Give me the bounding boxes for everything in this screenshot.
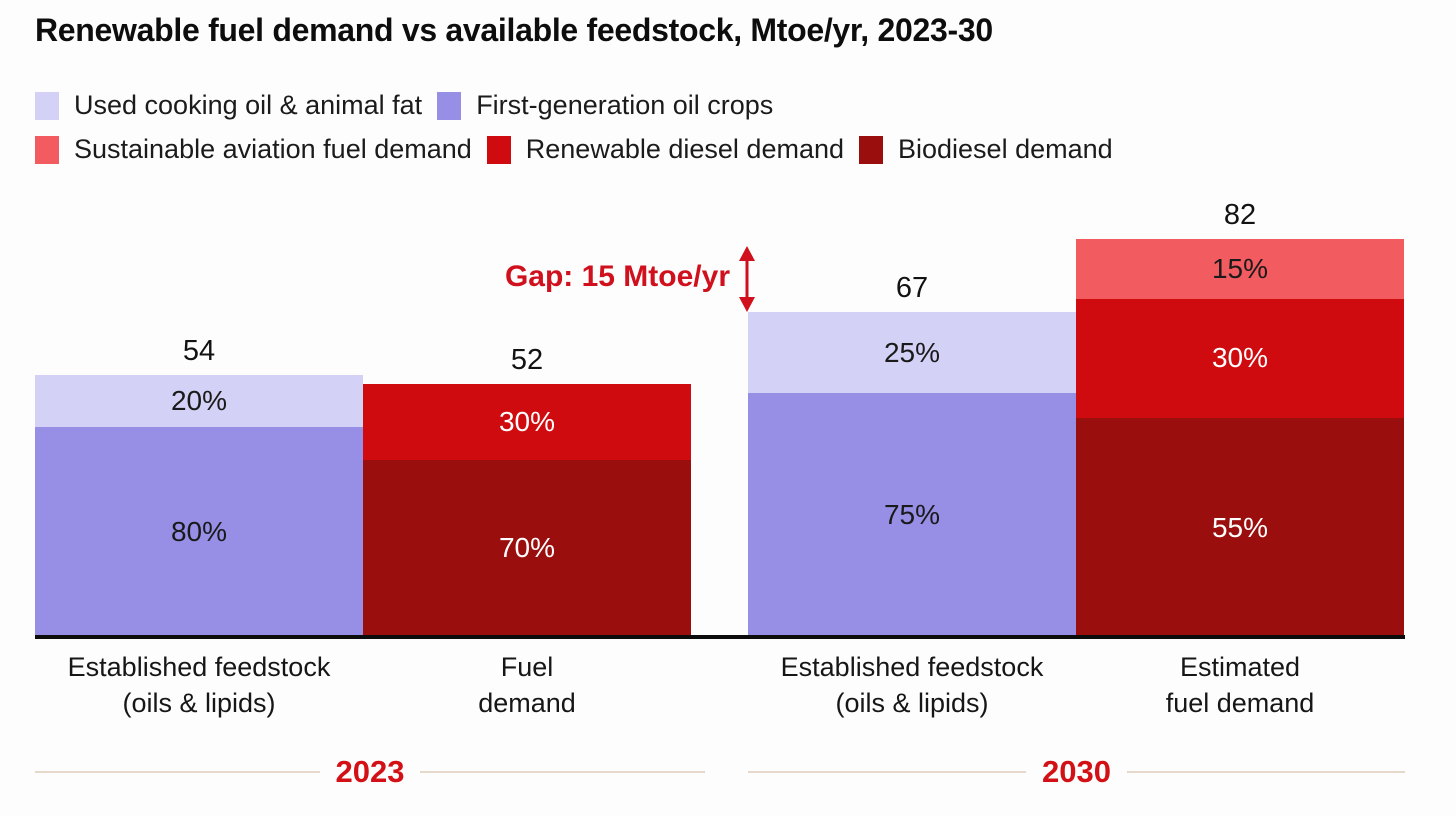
- legend-item-sustainable-aviation-fuel-demand: Sustainable aviation fuel demand: [35, 134, 472, 165]
- segment-first-generation-oil-crops: 75%: [748, 393, 1076, 637]
- bar-axis-label: Fuel demand: [363, 649, 691, 722]
- bar-axis-label-line: (oils & lipids): [835, 688, 989, 719]
- x-axis-line: [35, 635, 1405, 639]
- year-divider-line: [420, 771, 705, 773]
- bar-total-label: 52: [510, 344, 544, 376]
- legend-item-used-cooking-oil-animal-fat: Used cooking oil & animal fat: [35, 90, 422, 121]
- legend-item-first-generation-oil-crops: First-generation oil crops: [437, 90, 773, 121]
- legend-swatch-first-generation-oil-crops: [437, 91, 462, 120]
- gap-annotation-label: Gap: 15 Mtoe/yr: [504, 260, 730, 293]
- bar-total-label: 54: [182, 335, 216, 367]
- bar-2023-established-feedstock-oils-lipids: 20% 80%: [35, 375, 363, 637]
- bar-total-label: 67: [895, 272, 929, 304]
- legend: Used cooking oil & animal fat First-gener…: [35, 90, 1113, 165]
- bar-axis-label: Estimated fuel demand: [1076, 649, 1404, 722]
- segment-renewable-diesel-demand: 30%: [1076, 298, 1404, 419]
- legend-label: Used cooking oil & animal fat: [74, 90, 423, 120]
- segment-sustainable-aviation-fuel-demand: 15%: [1076, 239, 1404, 299]
- bar-axis-label-line: Estimated: [1179, 652, 1301, 682]
- legend-label: First-generation oil crops: [476, 90, 774, 120]
- year-divider-2023: 2023: [35, 752, 705, 792]
- chart-title: Renewable fuel demand vs available feeds…: [35, 12, 993, 48]
- year-divider-line: [35, 771, 320, 773]
- bar-axis-label-line: demand: [478, 688, 576, 719]
- legend-item-renewable-diesel-demand: Renewable diesel demand: [486, 134, 844, 165]
- gap-double-arrow-icon: [739, 246, 755, 312]
- bar-axis-label: Established feedstock (oils & lipids): [748, 649, 1076, 722]
- bar-total-label: 82: [1223, 199, 1257, 231]
- segment-used-cooking-oil-animal-fat: 25%: [748, 312, 1076, 394]
- legend-swatch-renewable-diesel-demand: [486, 135, 511, 164]
- segment-biodiesel-demand: 70%: [363, 459, 691, 637]
- legend-swatch-used-cooking-oil-animal-fat: [35, 91, 59, 120]
- legend-swatch-biodiesel-demand: [859, 135, 883, 164]
- year-divider-line: [1126, 771, 1405, 773]
- segment-biodiesel-demand: 55%: [1076, 418, 1404, 637]
- segment-renewable-diesel-demand: 30%: [363, 384, 691, 460]
- legend-label: Biodiesel demand: [898, 134, 1113, 164]
- bar-axis-label: Established feedstock (oils & lipids): [35, 649, 363, 722]
- year-divider-2030: 2030: [748, 752, 1405, 792]
- segment-first-generation-oil-crops: 80%: [35, 427, 363, 637]
- legend-label: Sustainable aviation fuel demand: [74, 134, 472, 164]
- bar-axis-label-line: Established feedstock: [67, 652, 331, 682]
- year-divider-line: [748, 771, 1027, 773]
- bar-axis-label-line: Fuel: [500, 652, 554, 682]
- segment-used-cooking-oil-animal-fat: 20%: [35, 375, 363, 428]
- bar-axis-label-line: fuel demand: [1165, 688, 1315, 719]
- legend-row: Used cooking oil & animal fat First-gener…: [35, 90, 1113, 121]
- legend-item-biodiesel-demand: Biodiesel demand: [859, 134, 1113, 165]
- legend-label: Renewable diesel demand: [525, 134, 844, 164]
- bar-axis-label-line: Established feedstock: [780, 652, 1044, 682]
- bar-2023-fuel-demand: 30% 70%: [363, 384, 691, 637]
- year-label-2030: 2030: [1042, 754, 1111, 789]
- year-label-2023: 2023: [335, 754, 405, 789]
- bar-2030-established-feedstock-oils-lipids: 25% 75%: [748, 312, 1076, 637]
- bar-2030-estimated-fuel-demand: 15% 30% 55%: [1076, 239, 1404, 637]
- bar-axis-label-line: (oils & lipids): [122, 688, 276, 719]
- legend-swatch-sustainable-aviation-fuel-demand: [35, 135, 59, 164]
- legend-row: Sustainable aviation fuel demand Renewabl…: [35, 134, 1113, 165]
